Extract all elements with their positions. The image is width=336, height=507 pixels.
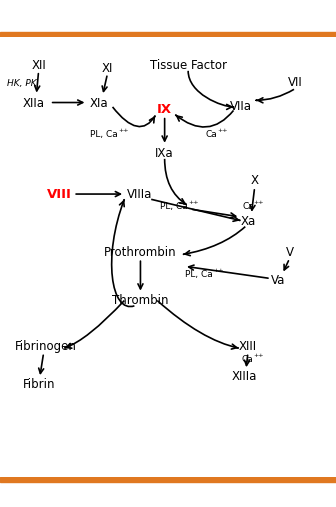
Text: Prothrombin: Prothrombin [104, 245, 177, 259]
Text: Xa: Xa [240, 215, 256, 228]
Text: Source: Lab Med © 2007 American Society for Clinical Pathology: Source: Lab Med © 2007 American Society … [37, 490, 299, 499]
Text: Fibrin: Fibrin [23, 378, 55, 391]
Text: XII: XII [31, 59, 46, 71]
Text: HK, PK: HK, PK [7, 79, 37, 88]
Text: Fibrinogen: Fibrinogen [14, 340, 76, 353]
Text: ++: ++ [254, 200, 264, 205]
Text: Thrombin: Thrombin [112, 294, 169, 307]
Text: ++: ++ [217, 128, 228, 133]
Text: ++: ++ [118, 128, 129, 133]
Bar [0, 477, 336, 482]
Text: Ca: Ca [206, 130, 217, 139]
Text: VIII: VIII [47, 188, 72, 201]
Bar [0, 32, 336, 37]
Text: XIa: XIa [90, 97, 109, 110]
Text: XI: XI [102, 62, 113, 75]
Text: Ca: Ca [242, 355, 253, 364]
Text: ++: ++ [188, 200, 199, 205]
Text: Medscape®: Medscape® [13, 9, 96, 22]
Text: Ca: Ca [242, 202, 254, 211]
Text: VII: VII [288, 76, 303, 89]
Text: ++: ++ [213, 268, 224, 273]
Text: PL, Ca: PL, Ca [90, 130, 118, 139]
Text: XIII: XIII [239, 340, 257, 353]
Text: ++: ++ [253, 353, 264, 358]
Text: www.medscape.com: www.medscape.com [108, 9, 228, 22]
Text: V: V [286, 245, 294, 259]
Text: PL, Ca: PL, Ca [160, 202, 188, 211]
Text: X: X [251, 174, 259, 188]
Text: PL, Ca: PL, Ca [185, 270, 213, 279]
Text: VIIa: VIIa [230, 100, 252, 114]
Text: IX: IX [157, 102, 172, 116]
Text: XIIIa: XIIIa [232, 370, 257, 383]
Text: Va: Va [271, 274, 285, 287]
Text: XIIa: XIIa [23, 97, 45, 110]
Text: IXa: IXa [155, 147, 174, 160]
Text: VIIIa: VIIIa [127, 188, 152, 201]
Text: Tissue Factor: Tissue Factor [150, 59, 227, 71]
